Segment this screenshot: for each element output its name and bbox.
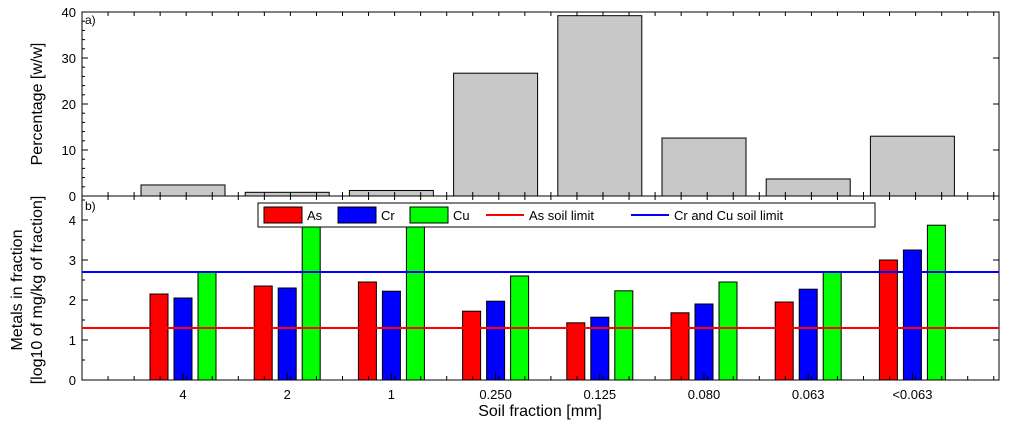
legend-label-0: As [307, 208, 323, 223]
panel-b-metals: b) 0 1 2 3 4 4 2 1 0.250 0.125 0.080 0.063 <0.063 As… [9, 195, 1000, 420]
panel-b-bar-as-2 [357, 281, 377, 381]
x-tick-label-2: 1 [388, 387, 395, 402]
panel-b-bar-cr-6 [798, 288, 818, 381]
panel-b-y-axis-label-line1: Metals in fraction [9, 230, 26, 351]
panel-a-axes-box [81, 11, 1000, 197]
panel-b-bar-as-4 [566, 322, 586, 381]
panel-b-ticks: 0 1 2 3 4 4 2 1 0.250 0.125 0.080 0.063 <0.063 [69, 196, 999, 402]
legend-label-2: Cu [453, 208, 470, 223]
legend-swatch-cr [337, 206, 377, 224]
panel-b-bar-as-3 [462, 310, 482, 381]
panel-b-ytick-label-0: 0 [69, 373, 76, 388]
panel-b-ytick-label-2: 2 [69, 293, 76, 308]
panel-b-bar-as-7 [878, 259, 898, 381]
legend-label-1: Cr [381, 208, 395, 223]
panel-b-bar-as-0 [149, 293, 169, 381]
panel-b-y-axis-label-line2: [log10 of mg/kg of fraction] [29, 196, 46, 385]
panel-b-bar-cr-2 [381, 290, 401, 381]
panel-a-y-axis-label: Percentage [w/w] [29, 43, 46, 166]
x-axis-label: Soil fraction [mm] [478, 403, 602, 420]
panel-a-percentage: a) 0 10 20 30 40 Percentage [w/w] [29, 5, 1000, 204]
panel-a-ytick-label-3: 30 [62, 51, 76, 66]
panel-b-bar-cu-4 [614, 290, 634, 381]
panel-b-bar-as-1 [253, 285, 273, 381]
legend-label-3: As soil limit [529, 208, 594, 223]
x-tick-label-5: 0.080 [688, 387, 721, 402]
panel-a-ytick-label-1: 10 [62, 143, 76, 158]
x-tick-label-0: 4 [179, 387, 186, 402]
panel-b-ytick-label-1: 1 [69, 333, 76, 348]
panel-b-tag: b) [85, 199, 96, 213]
panel-b-bar-cu-0 [197, 271, 217, 381]
panel-a-ytick-label-2: 20 [62, 97, 76, 112]
panel-b-bar-cu-5 [718, 281, 738, 381]
panel-b-bar-cr-4 [590, 316, 610, 381]
panel-b-bar-cr-5 [694, 303, 714, 381]
panel-b-limit-lines [82, 271, 999, 329]
panel-a-bars [140, 15, 955, 197]
x-tick-label-7: <0.063 [892, 387, 932, 402]
x-tick-label-1: 2 [284, 387, 291, 402]
legend-swatch-cu [409, 206, 449, 224]
panel-b-bar-cr-3 [486, 300, 506, 381]
panel-a-bar-5 [661, 137, 747, 197]
panel-b-bar-cr-1 [277, 287, 297, 381]
panel-b-bar-cr-7 [902, 249, 922, 381]
panel-a-bar-3 [453, 72, 539, 197]
panel-a-tag: a) [85, 13, 96, 27]
x-tick-label-6: 0.063 [792, 387, 825, 402]
panel-b-ytick-label-3: 3 [69, 253, 76, 268]
panel-b-bar-cu-2 [405, 222, 425, 381]
panel-b-bar-cu-7 [926, 224, 946, 381]
panel-a-ytick-label-4: 40 [62, 5, 76, 20]
panel-a-bar-4 [557, 15, 643, 197]
panel-b-bar-as-6 [774, 301, 794, 381]
panel-a-ytick-label-0: 0 [69, 189, 76, 204]
panel-a-ticks: 0 10 20 30 40 [62, 5, 999, 204]
panel-b-bar-cu-6 [822, 271, 842, 381]
legend-swatch-as [263, 206, 303, 224]
legend: As Cr Cu As soil limit Cr and Cu soil limit [257, 202, 876, 228]
panel-b-ytick-label-4: 4 [69, 213, 76, 228]
panel-b-bar-as-5 [670, 312, 690, 381]
x-tick-label-3: 0.250 [479, 387, 512, 402]
x-tick-label-4: 0.125 [584, 387, 617, 402]
legend-label-4: Cr and Cu soil limit [674, 208, 783, 223]
panel-b-bar-cu-1 [301, 215, 321, 381]
panel-b-bar-cr-0 [173, 297, 193, 381]
panel-a-bar-7 [869, 135, 955, 197]
